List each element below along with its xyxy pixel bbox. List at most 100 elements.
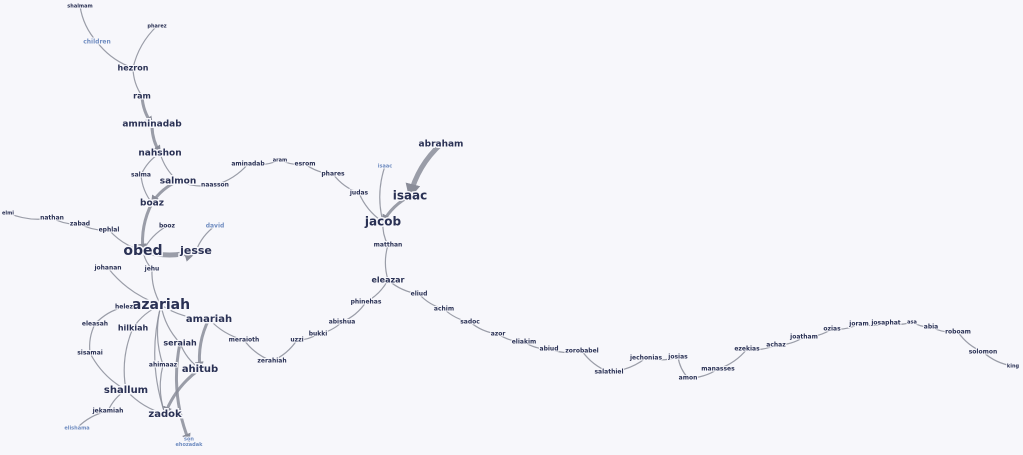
node-achaz[interactable]: achaz bbox=[765, 341, 787, 350]
edge-jacob-matthan bbox=[382, 221, 389, 246]
node-meraioth[interactable]: meraioth bbox=[228, 336, 261, 345]
node-elmi[interactable]: elmi bbox=[1, 210, 15, 218]
node-jehu[interactable]: jehu bbox=[143, 265, 161, 274]
node-sisamai[interactable]: sisamai bbox=[76, 349, 104, 358]
edge-roboam-solomon bbox=[957, 331, 984, 353]
edge-phinehas-eleazar bbox=[365, 279, 389, 303]
node-zorobabel[interactable]: zorobabel bbox=[564, 347, 599, 356]
node-son-jehozadak[interactable]: son ehozadak bbox=[175, 435, 205, 448]
node-johanan[interactable]: johanan bbox=[92, 264, 122, 273]
node-sadoc[interactable]: sadoc bbox=[459, 318, 481, 327]
node-ahimaaz[interactable]: ahimaaz bbox=[148, 361, 179, 370]
node-seraiah[interactable]: seraiah bbox=[162, 338, 198, 349]
node-ram[interactable]: ram bbox=[132, 91, 152, 102]
node-zabad[interactable]: zabad bbox=[69, 220, 91, 229]
node-pharez[interactable]: pharez bbox=[146, 23, 167, 31]
node-hilkiah[interactable]: hilkiah bbox=[117, 323, 150, 334]
edge-phares-judas bbox=[332, 173, 360, 194]
node-elishama[interactable]: elishama bbox=[63, 425, 90, 433]
edge-solomon-king bbox=[982, 351, 1014, 367]
edge-meraioth-zerahiah bbox=[243, 339, 273, 362]
node-phares[interactable]: phares bbox=[320, 170, 346, 179]
node-nahshon[interactable]: nahshon bbox=[137, 147, 183, 160]
node-isaac[interactable]: isaac bbox=[391, 187, 429, 204]
node-ezekias[interactable]: ezekias bbox=[733, 345, 761, 354]
edge-achaz-joatham bbox=[775, 336, 805, 346]
node-josias[interactable]: josias bbox=[666, 353, 689, 362]
edge-asa-abia bbox=[911, 321, 932, 328]
node-salma[interactable]: salma bbox=[130, 171, 152, 180]
node-children[interactable]: children bbox=[82, 38, 112, 47]
edge-amariah-ahitub bbox=[194, 318, 211, 371]
node-helez[interactable]: helez bbox=[114, 303, 134, 312]
node-josaphat[interactable]: josaphat bbox=[869, 319, 901, 328]
node-jesse[interactable]: jesse bbox=[178, 243, 214, 259]
node-eliud[interactable]: eliud bbox=[410, 290, 429, 299]
edge-amminadab-nahshon bbox=[150, 123, 162, 155]
node-abraham[interactable]: abraham bbox=[417, 138, 465, 151]
edge-sisamai-shallum bbox=[89, 352, 127, 391]
node-abia[interactable]: abia bbox=[923, 323, 939, 332]
node-eliakim[interactable]: eliakim bbox=[511, 338, 538, 347]
node-azariah[interactable]: azariah bbox=[130, 296, 191, 315]
node-shallum[interactable]: shallum bbox=[102, 384, 149, 398]
node-manasses[interactable]: manasses bbox=[700, 365, 736, 374]
node-salathiel[interactable]: salathiel bbox=[593, 368, 624, 377]
node-zerahiah[interactable]: zerahiah bbox=[256, 357, 287, 366]
node-salmon[interactable]: salmon bbox=[158, 175, 197, 188]
edge-jehu-azariah bbox=[151, 268, 162, 306]
node-esrom[interactable]: esrom bbox=[294, 160, 317, 169]
node-aminadab[interactable]: aminadab bbox=[230, 160, 266, 169]
node-obed[interactable]: obed bbox=[122, 242, 164, 261]
node-jacob[interactable]: jacob bbox=[362, 213, 403, 230]
node-naasson[interactable]: naasson bbox=[200, 181, 230, 190]
node-achim[interactable]: achim bbox=[433, 305, 455, 314]
node-hezron[interactable]: hezron bbox=[117, 63, 150, 74]
node-zadok[interactable]: zadok bbox=[147, 408, 184, 422]
node-ozias[interactable]: ozias bbox=[822, 325, 842, 334]
edge-helez-eleasah bbox=[94, 306, 125, 325]
edge-azariah-hilkiah bbox=[132, 304, 162, 329]
edge-abraham-isaac bbox=[405, 142, 443, 199]
node-ephlal[interactable]: ephlal bbox=[98, 226, 121, 235]
node-booz[interactable]: booz bbox=[158, 222, 177, 231]
edge-zerahiah-uzzi bbox=[271, 339, 298, 362]
node-eleazar[interactable]: eleazar bbox=[371, 275, 406, 286]
node-boaz[interactable]: boaz bbox=[139, 197, 166, 210]
node-shalmam[interactable]: shalmam bbox=[66, 3, 93, 11]
node-phinehas[interactable]: phinehas bbox=[350, 298, 383, 307]
node-amariah[interactable]: amariah bbox=[184, 313, 233, 327]
node-eleasah[interactable]: eleasah bbox=[81, 320, 109, 329]
node-azor[interactable]: azor bbox=[490, 330, 507, 339]
edge-esrom-phares bbox=[304, 163, 334, 175]
node-amon[interactable]: amon bbox=[678, 374, 699, 383]
node-david[interactable]: david bbox=[205, 222, 226, 231]
node-ahitub[interactable]: ahitub bbox=[180, 363, 219, 377]
node-isaac-small[interactable]: isaac bbox=[377, 163, 393, 171]
edge-eliud-achim bbox=[418, 293, 445, 310]
edge-manasses-ezekias bbox=[717, 348, 748, 370]
edge-achim-sadoc bbox=[443, 308, 471, 323]
node-abishua[interactable]: abishua bbox=[328, 318, 357, 327]
node-roboam[interactable]: roboam bbox=[944, 328, 972, 337]
node-jechonias[interactable]: jechonias bbox=[628, 354, 663, 363]
node-aram[interactable]: aram bbox=[272, 157, 288, 165]
node-bukki[interactable]: bukki bbox=[308, 330, 329, 339]
node-solomon[interactable]: solomon bbox=[968, 348, 999, 357]
node-abiud[interactable]: abiud bbox=[539, 345, 560, 354]
edge-children-hezron bbox=[96, 41, 134, 69]
node-asa[interactable]: asa bbox=[906, 319, 918, 327]
node-joram[interactable]: joram bbox=[847, 320, 869, 329]
edge-shallum-jekamiah bbox=[107, 389, 127, 412]
edge-jekamiah-elishama bbox=[76, 410, 109, 429]
node-uzzi[interactable]: uzzi bbox=[289, 336, 304, 345]
node-jekamiah[interactable]: jekamiah bbox=[91, 407, 125, 416]
node-king[interactable]: king bbox=[1006, 363, 1021, 371]
node-joatham[interactable]: joatham bbox=[788, 333, 819, 342]
node-matthan[interactable]: matthan bbox=[373, 241, 404, 250]
node-judas[interactable]: judas bbox=[348, 189, 370, 198]
node-amminadab[interactable]: amminadab bbox=[121, 118, 184, 131]
node-nathan[interactable]: nathan bbox=[39, 214, 65, 223]
